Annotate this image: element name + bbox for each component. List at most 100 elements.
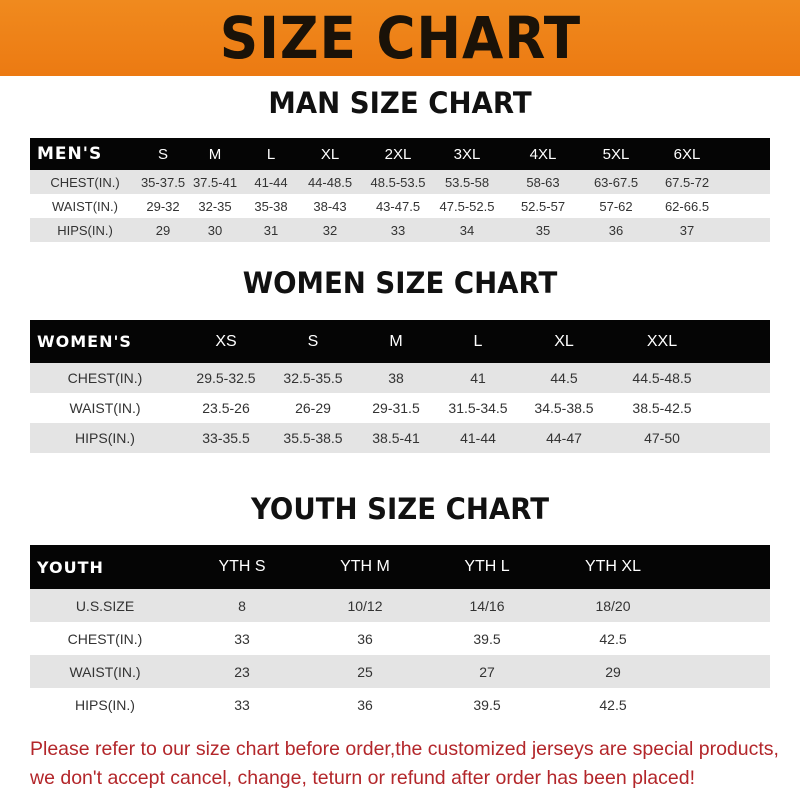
youth-size-table: YOUTH YTH S YTH M YTH L YTH XL U.S.SIZE 8 10/12…: [30, 545, 770, 721]
row-label: CHEST(IN.): [67, 630, 143, 647]
table-row: WAIST(IN.) 23 25 27 29: [30, 655, 770, 688]
men-size-table: MEN'S S M L XL 2XL 3XL 4XL 5XL 6XL CHEST(IN.) 35-37…: [30, 138, 770, 242]
row-label: YOUTH: [37, 557, 104, 577]
table-cell: 44.5-48.5: [632, 370, 692, 386]
table-cell: 39.5: [473, 696, 501, 713]
order-notice: Please refer to our size chart before or…: [30, 735, 790, 793]
page-title: SIZE CHART: [219, 4, 581, 72]
table-cell: 62-66.5: [664, 198, 710, 214]
table-cell: 5XL: [602, 145, 630, 163]
table-row: CHEST(IN.) 35-37.5 37.5-41 41-44 44-48.5 48.5…: [30, 170, 770, 194]
table-cell: 35-37.5: [140, 174, 186, 190]
table-cell: 41-44: [460, 430, 496, 446]
table-header-row: MEN'S S M L XL 2XL 3XL 4XL 5XL 6XL: [30, 138, 770, 170]
table-cell: 35: [535, 222, 551, 238]
table-cell: 36: [357, 696, 373, 713]
row-label: WOMEN'S: [37, 332, 132, 351]
table-cell: XXL: [646, 332, 678, 350]
table-cell: 33-35.5: [202, 430, 250, 446]
women-section-title: WOMEN SIZE CHART: [242, 266, 558, 300]
table-cell: 47.5-52.5: [439, 198, 495, 214]
table-cell: 32: [322, 222, 338, 238]
table-row: U.S.SIZE 8 10/12 14/16 18/20: [30, 589, 770, 622]
table-cell: 36: [608, 222, 624, 238]
table-header-row: YOUTH YTH S YTH M YTH L YTH XL: [30, 545, 770, 589]
table-cell: 38.5-42.5: [632, 400, 692, 416]
youth-section-title: YOUTH SIZE CHART: [250, 492, 550, 526]
table-cell: 10/12: [347, 597, 383, 614]
table-cell: XS: [215, 332, 237, 350]
table-cell: 35.5-38.5: [283, 430, 343, 446]
men-section-title: MAN SIZE CHART: [268, 86, 532, 120]
table-cell: 57-62: [599, 198, 633, 214]
table-cell: 23.5-26: [202, 400, 250, 416]
table-cell: 33: [390, 222, 406, 238]
table-cell: 29.5-32.5: [196, 370, 256, 386]
row-label: HIPS(IN.): [75, 696, 135, 713]
notice-line: Please refer to our size chart before or…: [30, 738, 779, 760]
table-cell: 31: [263, 222, 279, 238]
table-cell: M: [389, 332, 403, 350]
table-cell: 6XL: [673, 145, 701, 163]
table-cell: 30: [207, 222, 223, 238]
table-cell: 3XL: [453, 145, 481, 163]
table-cell: YTH XL: [584, 558, 641, 575]
table-cell: S: [307, 332, 319, 350]
row-label: HIPS(IN.): [75, 430, 135, 446]
table-cell: 34: [459, 222, 475, 238]
table-row: WAIST(IN.) 23.5-26 26-29 29-31.5 31.5-34.5 34…: [30, 393, 770, 423]
table-cell: 42.5: [599, 696, 627, 713]
table-cell: 32-35: [198, 198, 232, 214]
table-cell: 38.5-41: [372, 430, 420, 446]
table-cell: 27: [479, 663, 495, 680]
table-header-row: WOMEN'S XS S M L XL XXL: [30, 320, 770, 363]
table-cell: 4XL: [529, 145, 557, 163]
table-cell: 18/20: [595, 597, 631, 614]
table-cell: 29-32: [146, 198, 180, 214]
table-cell: 29: [155, 222, 171, 238]
table-cell: 67.5-72: [664, 174, 710, 190]
table-cell: 42.5: [599, 630, 627, 647]
row-label: WAIST(IN.): [52, 198, 118, 214]
table-cell: 37.5-41: [192, 174, 238, 190]
table-cell: 44.5: [550, 370, 578, 386]
table-cell: 32.5-35.5: [283, 370, 343, 386]
table-cell: 29-31.5: [372, 400, 420, 416]
table-cell: 53.5-58: [444, 174, 490, 190]
table-cell: 34.5-38.5: [534, 400, 594, 416]
table-cell: 25: [357, 663, 373, 680]
table-cell: 63-67.5: [593, 174, 639, 190]
table-cell: 44-48.5: [307, 174, 353, 190]
table-cell: 26-29: [295, 400, 331, 416]
women-size-table: WOMEN'S XS S M L XL XXL CHEST(IN.) 29.5-32.5 32.5…: [30, 320, 770, 453]
table-cell: L: [266, 145, 276, 163]
table-cell: 38-43: [313, 198, 347, 214]
table-cell: XL: [554, 332, 574, 350]
table-row: HIPS(IN.) 33-35.5 35.5-38.5 38.5-41 41-44 44-…: [30, 423, 770, 453]
table-cell: 31.5-34.5: [448, 400, 508, 416]
table-cell: YTH S: [218, 558, 266, 575]
row-label: WAIST(IN.): [69, 663, 141, 680]
table-cell: 47-50: [644, 430, 680, 446]
table-cell: 2XL: [384, 145, 412, 163]
table-cell: L: [473, 332, 483, 350]
table-cell: 23: [234, 663, 250, 680]
table-cell: 38: [388, 370, 404, 386]
row-label: CHEST(IN.): [50, 174, 120, 190]
row-label: U.S.SIZE: [75, 597, 135, 614]
table-cell: 36: [357, 630, 373, 647]
table-cell: 29: [605, 663, 621, 680]
table-cell: 41-44: [254, 174, 288, 190]
table-cell: YTH L: [464, 558, 510, 575]
table-cell: 33: [234, 630, 250, 647]
table-row: HIPS(IN.) 29 30 31 32 33 34 35 36 37: [30, 218, 770, 242]
row-label: MEN'S: [37, 144, 103, 164]
table-cell: 52.5-57: [520, 198, 566, 214]
table-cell: 37: [679, 222, 695, 238]
table-cell: 8: [238, 597, 246, 614]
table-cell: 58-63: [526, 174, 560, 190]
table-cell: 48.5-53.5: [370, 174, 426, 190]
title-banner: SIZE CHART: [0, 0, 800, 76]
table-cell: M: [208, 145, 222, 163]
table-cell: YTH M: [340, 558, 390, 575]
